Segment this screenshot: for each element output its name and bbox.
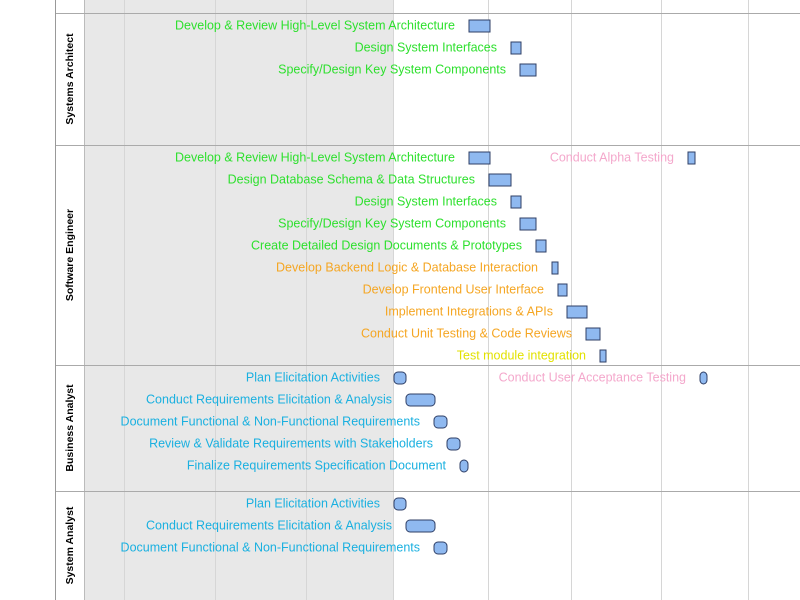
lane-name: Business Analyst (64, 384, 76, 472)
task-label: Specify/Design Key System Components (278, 62, 506, 76)
task-bar (393, 497, 407, 511)
task-bar (599, 349, 607, 363)
task-label: Document Functional & Non-Functional Req… (121, 540, 420, 554)
task-bar (433, 415, 448, 429)
task-bar (446, 437, 461, 451)
lane-name: Systems Architect (64, 33, 76, 125)
task-bar (519, 217, 537, 231)
task-bar (433, 541, 448, 555)
grid (124, 0, 749, 600)
task-label: Review & Validate Requirements with Stak… (149, 436, 433, 450)
task-label: Create Detailed Design Documents & Proto… (251, 238, 522, 252)
task-label: Document Functional & Non-Functional Req… (121, 414, 420, 428)
task-bar (459, 459, 469, 473)
task-label: Conduct Requirements Elicitation & Analy… (146, 518, 392, 532)
task-label: Finalize Requirements Specification Docu… (187, 458, 447, 472)
task-bar (510, 195, 522, 209)
weekend-band (84, 0, 393, 600)
task-bar (468, 151, 491, 165)
task-label: Plan Elicitation Activities (246, 496, 380, 510)
task-label: Test module integration (457, 348, 586, 362)
task-bar (405, 393, 436, 407)
task-bar (551, 261, 559, 275)
task-label: Conduct Alpha Testing (550, 150, 674, 164)
task-label: Conduct Requirements Elicitation & Analy… (146, 392, 392, 406)
task-bar (687, 151, 696, 165)
task-bar (557, 283, 568, 297)
lane-name: Software Engineer (64, 209, 76, 301)
task-label: Develop Backend Logic & Database Interac… (276, 260, 538, 274)
task-label: Specify/Design Key System Components (278, 216, 506, 230)
task-bar (585, 327, 601, 341)
task-label: Implement Integrations & APIs (385, 304, 553, 318)
task-label: Develop & Review High-Level System Archi… (175, 150, 455, 164)
task-label: Plan Elicitation Activities (246, 370, 380, 384)
task-bar (535, 239, 547, 253)
task-bar (519, 63, 537, 77)
task-bar (393, 371, 407, 385)
lane-name: System Analyst (64, 506, 76, 584)
task-label: Design System Interfaces (355, 40, 497, 54)
task-bar (699, 371, 708, 385)
task-bar (566, 305, 588, 319)
task-label: Develop & Review High-Level System Archi… (175, 18, 455, 32)
task-bar (488, 173, 512, 187)
task-label: Design Database Schema & Data Structures (228, 172, 475, 186)
task-bar (510, 41, 522, 55)
task-label: Conduct Unit Testing & Code Reviews (361, 326, 572, 340)
task-bar (468, 19, 491, 33)
task-label: Design System Interfaces (355, 194, 497, 208)
task-bar (405, 519, 436, 533)
task-label: Conduct User Acceptance Testing (499, 370, 686, 384)
task-label: Develop Frontend User Interface (363, 282, 544, 296)
